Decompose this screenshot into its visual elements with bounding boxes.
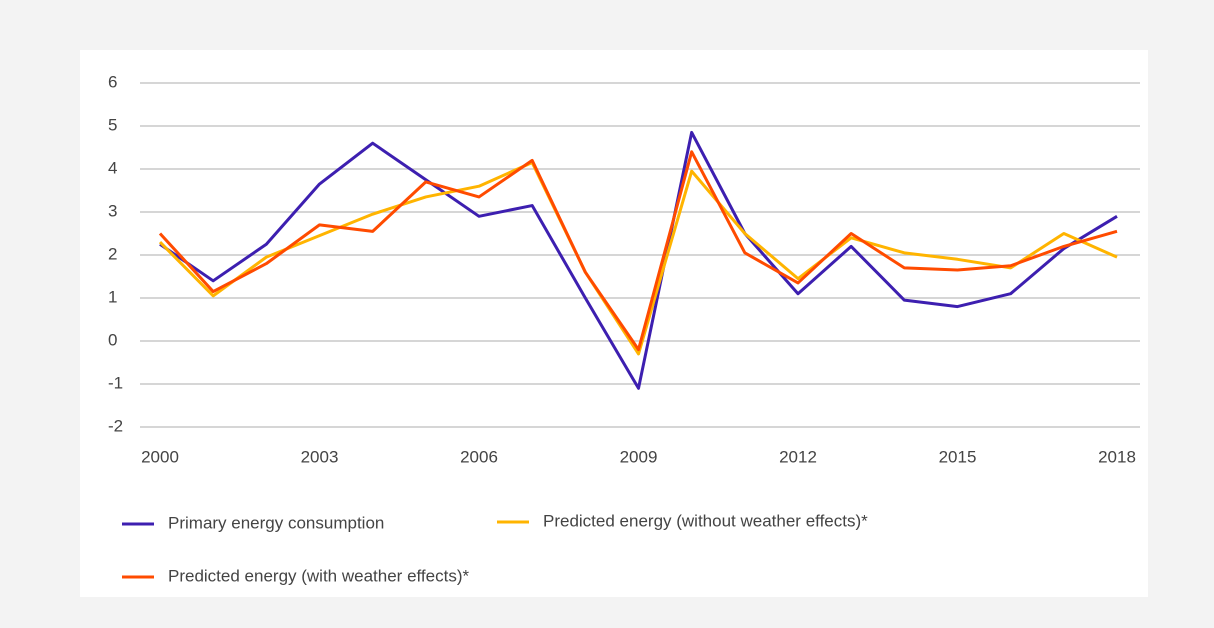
series-line	[159, 130, 1118, 390]
y-tick-label: -1	[108, 373, 123, 392]
y-tick-label: 3	[108, 201, 117, 220]
series-line	[158, 161, 1118, 356]
x-tick-label: 2015	[939, 447, 977, 466]
series-line	[158, 150, 1118, 352]
chart-card	[80, 50, 1148, 597]
x-tick-label: 2012	[779, 447, 817, 466]
x-tick-label: 2018	[1098, 447, 1136, 466]
legend-label: Predicted energy (without weather effect…	[543, 511, 868, 530]
y-tick-label: 1	[108, 287, 117, 306]
x-tick-label: 2000	[141, 447, 179, 466]
y-tick-label: 2	[108, 244, 117, 263]
y-tick-label: 0	[108, 330, 117, 349]
y-tick-label: 4	[108, 158, 117, 177]
legend-label: Predicted energy (with weather effects)*	[168, 566, 469, 585]
x-tick-label: 2006	[460, 447, 498, 466]
x-tick-label: 2009	[620, 447, 658, 466]
legend-label: Primary energy consumption	[168, 513, 384, 532]
y-tick-label: -2	[108, 416, 123, 435]
y-tick-label: 5	[108, 115, 117, 134]
y-tick-label: 6	[108, 72, 117, 91]
x-tick-label: 2003	[301, 447, 339, 466]
